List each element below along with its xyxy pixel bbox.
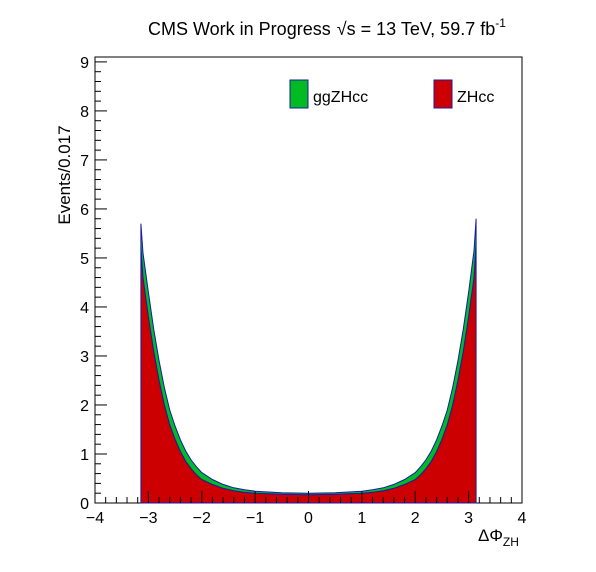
legend: ggZHcc ZHcc [289,79,494,109]
y-tick-label: 9 [80,55,89,72]
x-axis-title-main: ΔΦ [478,526,503,545]
y-axis-ticks: 0 1 2 3 4 5 6 7 8 9 [80,55,107,513]
x-axis-title: ΔΦZH [478,526,519,549]
y-axis-title: Events/0.017 [55,125,74,224]
y-tick-label: 3 [80,349,89,366]
title-prefix: CMS Work in Progress [148,19,331,39]
title-suffix: = 13 TeV, 59.7 fb [356,19,496,39]
x-axis-ticks: −4 −3 −2 −1 0 1 2 3 4 [86,491,527,527]
y-tick-label: 6 [80,202,89,219]
y-tick-label: 7 [80,153,89,170]
legend-label-zhcc: ZHcc [457,89,494,106]
title-sqrt: √s [337,19,356,39]
legend-swatch-ggzhcc [289,79,309,109]
x-tick-label: 4 [518,510,527,527]
legend-label-ggzhcc: ggZHcc [313,89,368,106]
x-tick-label: 2 [411,510,420,527]
title-superscript: -1 [495,16,506,30]
x-tick-label: 3 [464,510,473,527]
x-tick-label: −4 [86,510,104,527]
y-tick-label: 4 [80,300,89,317]
x-tick-label: 0 [304,510,313,527]
series-layer [140,218,477,504]
series-area-ggzhcc [140,218,477,496]
y-tick-label: 5 [80,251,89,268]
x-axis-title-sub: ZH [503,535,519,549]
y-tick-label: 2 [80,398,89,415]
y-tick-label: 0 [80,496,89,513]
x-tick-label: −3 [139,510,157,527]
y-tick-label: 1 [80,447,89,464]
x-tick-label: 1 [357,510,366,527]
chart-title: CMS Work in Progress √s = 13 TeV, 59.7 fb… [148,16,506,39]
x-tick-label: −2 [193,510,211,527]
y-tick-label: 8 [80,104,89,121]
legend-swatch-zhcc [433,79,453,109]
x-tick-label: −1 [246,510,264,527]
